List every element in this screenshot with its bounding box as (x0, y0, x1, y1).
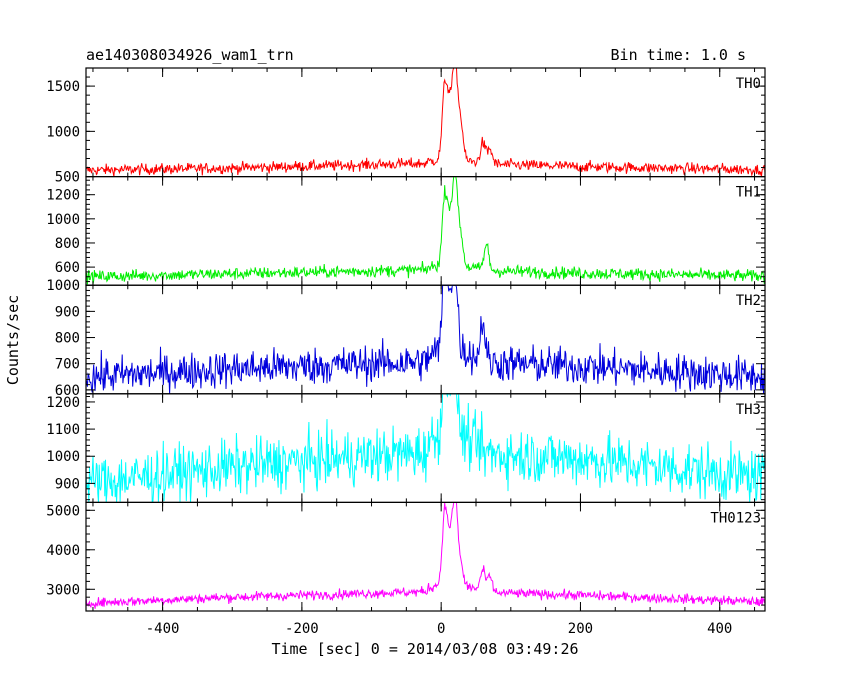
y-tick-label: 900 (55, 304, 80, 320)
y-tick-label: 1000 (46, 124, 80, 140)
y-tick-label: 5000 (46, 503, 80, 519)
y-tick-label: 500 (55, 170, 80, 186)
x-tick-label: -400 (146, 621, 180, 637)
x-tick-label: 0 (437, 621, 445, 637)
series-line-th0123 (85, 501, 766, 609)
y-tick-label: 800 (55, 331, 80, 347)
x-tick-label: -200 (285, 621, 319, 637)
panel-frame (85, 67, 766, 178)
y-tick-label: 3000 (46, 582, 80, 598)
x-tick-label: 200 (568, 621, 593, 637)
panel-label-th1: TH1 (736, 185, 761, 201)
panel-th0: 500 1000 1500 TH0 (46, 67, 766, 186)
y-tick-label: 700 (55, 357, 80, 373)
y-tick-label: 1000 (46, 449, 80, 465)
chart-subtitle: Bin time: 1.0 s (611, 46, 746, 64)
y-tick-label: 1100 (46, 422, 80, 438)
panel-label-th0123: TH0123 (710, 510, 761, 526)
y-tick-label: 600 (55, 260, 80, 276)
y-tick-label: 1500 (46, 79, 80, 95)
series-line-th3 (85, 393, 766, 504)
y-tick-label: 1000 (46, 278, 80, 294)
panel-th3: 900 1000 1100 1200 TH3 (46, 393, 766, 504)
y-tick-label: 900 (55, 476, 80, 492)
x-axis-label: Time [sec] 0 = 2014/03/08 03:49:26 (271, 640, 578, 658)
panel-label-th0: TH0 (736, 76, 761, 92)
y-tick-label: 600 (55, 383, 80, 399)
panel-th2: 600 700 800 900 1000 TH2 (46, 278, 766, 399)
y-axis-label: Counts/sec (4, 295, 22, 385)
x-tick-label: 400 (707, 621, 732, 637)
panel-label-th3: TH3 (736, 402, 761, 418)
panel-frame (85, 501, 766, 612)
panel-label-th2: TH2 (736, 293, 761, 309)
y-tick-label: 4000 (46, 543, 80, 559)
y-tick-label: 1200 (46, 395, 80, 411)
y-tick-label: 800 (55, 236, 80, 252)
chart-title: ae140308034926_wam1_trn (86, 46, 294, 64)
series-line-th0 (85, 67, 766, 177)
series-line-th2 (85, 284, 766, 394)
y-tick-label: 1000 (46, 212, 80, 228)
panel-th0123: 3000 4000 5000 TH0123 (46, 501, 766, 612)
panel-th1: 600 800 1000 1200 TH1 (46, 176, 766, 286)
y-tick-label: 1200 (46, 188, 80, 204)
series-line-th1 (85, 176, 766, 285)
